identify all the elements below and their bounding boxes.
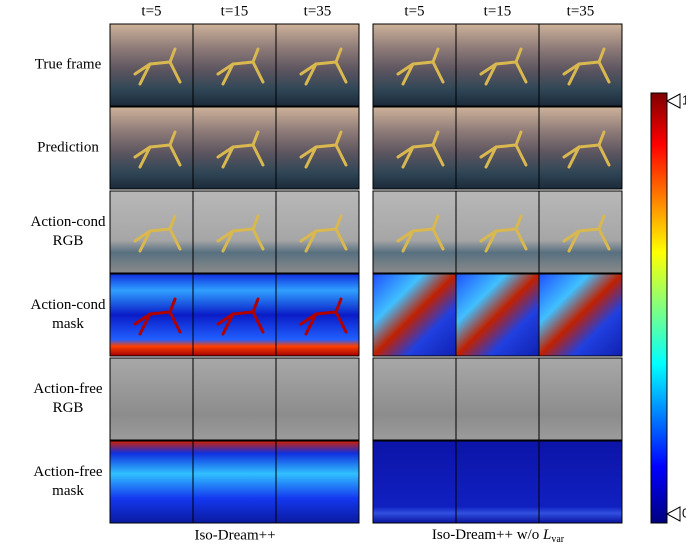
row-label: mask (52, 483, 84, 499)
image-panel (193, 441, 276, 523)
image-panel (276, 358, 359, 440)
image-panel (456, 441, 539, 523)
row-label: RGB (53, 400, 84, 416)
image-panel (456, 274, 539, 356)
colorbar (651, 93, 667, 523)
row-label: Action-cond (31, 297, 106, 313)
column-header: t=15 (484, 3, 512, 19)
column-header: t=5 (141, 3, 161, 19)
colorbar-min: 0 (682, 505, 686, 520)
image-panel (373, 358, 456, 440)
column-header: t=35 (567, 3, 595, 19)
column-header: t=35 (304, 3, 332, 19)
column-header: t=5 (404, 3, 424, 19)
figure: 1 0 Iso-Dream++ Iso-Dream++ w/o Lvar t=5… (0, 0, 686, 548)
image-panel (456, 358, 539, 440)
image-panel (539, 274, 622, 356)
row-label: Action-free (33, 464, 102, 480)
colorbar-marker (667, 94, 680, 108)
image-panel (110, 441, 193, 523)
image-panel (539, 441, 622, 523)
column-header: t=15 (221, 3, 249, 19)
image-panel (110, 358, 193, 440)
caption-right: Iso-Dream++ w/o Lvar (432, 527, 565, 545)
colorbar-marker (667, 507, 680, 521)
row-label: Action-cond (31, 214, 106, 230)
image-panel (373, 441, 456, 523)
row-label: Action-free (33, 381, 102, 397)
colorbar-max: 1 (682, 92, 686, 107)
row-label: Prediction (37, 139, 99, 155)
row-label: True frame (35, 56, 102, 72)
image-panel (539, 358, 622, 440)
image-panel (193, 358, 276, 440)
row-label: mask (52, 316, 84, 332)
image-panel (276, 441, 359, 523)
caption-left: Iso-Dream++ (194, 527, 275, 543)
image-panel (373, 274, 456, 356)
row-label: RGB (53, 233, 84, 249)
